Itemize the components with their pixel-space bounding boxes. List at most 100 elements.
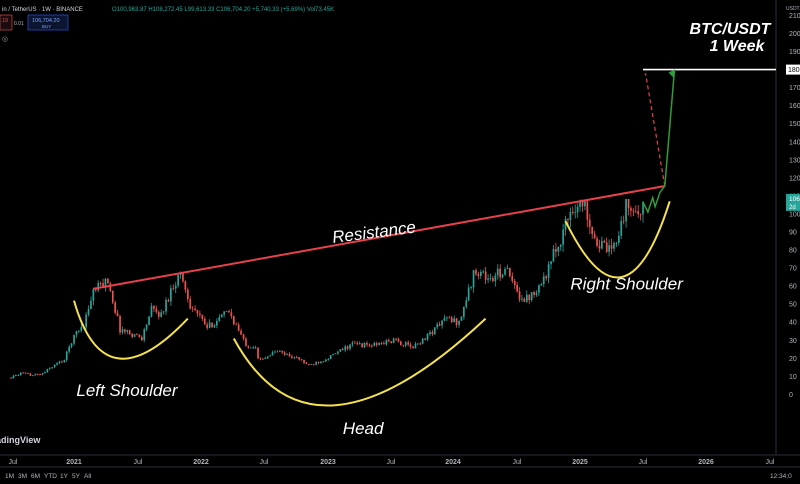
candle-body	[506, 268, 509, 269]
candle-body	[349, 344, 351, 349]
candle-body	[332, 353, 334, 356]
candle-body	[150, 306, 153, 317]
candle-body	[107, 278, 109, 284]
header: in / TetherUS · 1W · BINANCE O100,963.87…	[0, 7, 334, 43]
candle-body	[526, 294, 528, 302]
candle-body	[354, 342, 356, 344]
candle-body	[598, 245, 601, 249]
clock-readout: 12:34:0	[770, 473, 792, 480]
candle-body	[170, 288, 172, 302]
sell-button[interactable]	[0, 14, 13, 31]
candle-body	[489, 278, 492, 279]
candle-body	[216, 320, 218, 326]
price-axis[interactable]: 0102030405060708090100110120130140150160…	[786, 13, 800, 399]
candle-body	[65, 351, 68, 360]
candle-body	[409, 344, 412, 347]
timeframe-bar: 1M 3M 6M YTD 1Y 5Y All	[5, 473, 92, 480]
candle-body	[206, 324, 208, 328]
timeframe-button[interactable]: All	[84, 473, 92, 480]
pattern-curve[interactable]	[232, 317, 487, 407]
candle-body	[542, 276, 545, 285]
candle-body	[233, 316, 235, 324]
eye-icon[interactable]: ◎	[2, 36, 8, 43]
candle-body	[131, 334, 133, 337]
candle-body	[438, 324, 441, 326]
candle-body	[179, 273, 182, 275]
candle-body	[596, 238, 598, 246]
candle-body	[523, 298, 526, 302]
candle-body	[339, 349, 342, 352]
pattern-label: Left Shoulder	[76, 381, 178, 400]
y-tick-label: 90	[789, 230, 797, 237]
candle-body	[15, 375, 17, 376]
candle-body	[322, 361, 325, 362]
candle-body	[10, 377, 12, 379]
candle-body	[39, 374, 41, 375]
timeframe-button[interactable]: 1Y	[60, 473, 69, 480]
candle-body	[279, 350, 281, 352]
candle-body	[363, 343, 366, 348]
timeframe-button[interactable]: YTD	[44, 473, 57, 480]
buy-price: 106,704.20	[32, 18, 60, 24]
candle-body	[325, 359, 327, 362]
y-tick-label: 80	[789, 248, 797, 255]
timeframe-button[interactable]: 5Y	[72, 473, 81, 480]
timeframe-button[interactable]: 6M	[31, 473, 40, 480]
candle-body	[61, 361, 63, 363]
timeframe-button[interactable]: 1M	[5, 473, 14, 480]
candle-body	[300, 359, 303, 361]
y-tick-label: 30	[789, 338, 797, 345]
candle-body	[315, 362, 317, 365]
x-tick-label: 2026	[698, 459, 714, 466]
candle-body	[298, 357, 300, 360]
candle-body	[443, 317, 446, 321]
candle-body	[516, 285, 518, 292]
projection-arrowhead	[668, 69, 675, 78]
candle-body	[615, 242, 618, 244]
candle-body	[36, 374, 39, 375]
candle-body	[356, 343, 359, 345]
x-tick-label: Jul	[513, 459, 522, 466]
candle-body	[68, 346, 70, 352]
candle-body	[177, 274, 179, 286]
candle-body	[383, 343, 385, 345]
candle-body	[470, 287, 472, 288]
pattern-curve[interactable]	[73, 300, 189, 360]
y-tick-label: 70	[789, 266, 797, 273]
candle-body	[230, 312, 233, 317]
candle-body	[271, 352, 274, 356]
candle-body	[194, 308, 196, 311]
buy-button[interactable]	[27, 14, 69, 31]
candle-body	[94, 289, 97, 291]
resistance-line[interactable]	[93, 185, 665, 290]
candle-body	[414, 343, 417, 349]
candle-body	[41, 373, 44, 375]
candle-body	[501, 274, 504, 278]
candle-body	[627, 199, 630, 209]
candle-body	[511, 276, 514, 281]
symbol-label[interactable]: in / TetherUS · 1W · BINANCE	[2, 7, 83, 13]
candle-body	[390, 341, 393, 343]
candle-body	[429, 332, 431, 335]
y-tick-label: 20	[789, 356, 797, 363]
candle-body	[22, 372, 24, 374]
time-axis[interactable]: Jul 2021 Jul 2022 Jul 2023 Jul 2024 Jul 2025 Jul 20…	[9, 459, 775, 466]
candle-body	[407, 342, 409, 345]
last-price-countdown: 2d	[789, 205, 796, 211]
pattern-curve[interactable]	[564, 200, 671, 279]
candle-body	[203, 318, 206, 325]
candle-body	[341, 349, 344, 351]
candle-body	[182, 273, 184, 282]
candle-body	[220, 314, 223, 318]
candle-body	[160, 312, 162, 317]
candle-body	[513, 281, 516, 285]
spread-value: 0.01	[14, 21, 24, 27]
candle-body	[119, 316, 121, 333]
candle-body	[453, 318, 455, 323]
timeframe-button[interactable]: 3M	[18, 473, 27, 480]
x-tick-label: 2023	[320, 459, 336, 466]
candle-body	[141, 337, 143, 341]
candle-body	[380, 343, 383, 344]
candle-body	[499, 268, 501, 278]
